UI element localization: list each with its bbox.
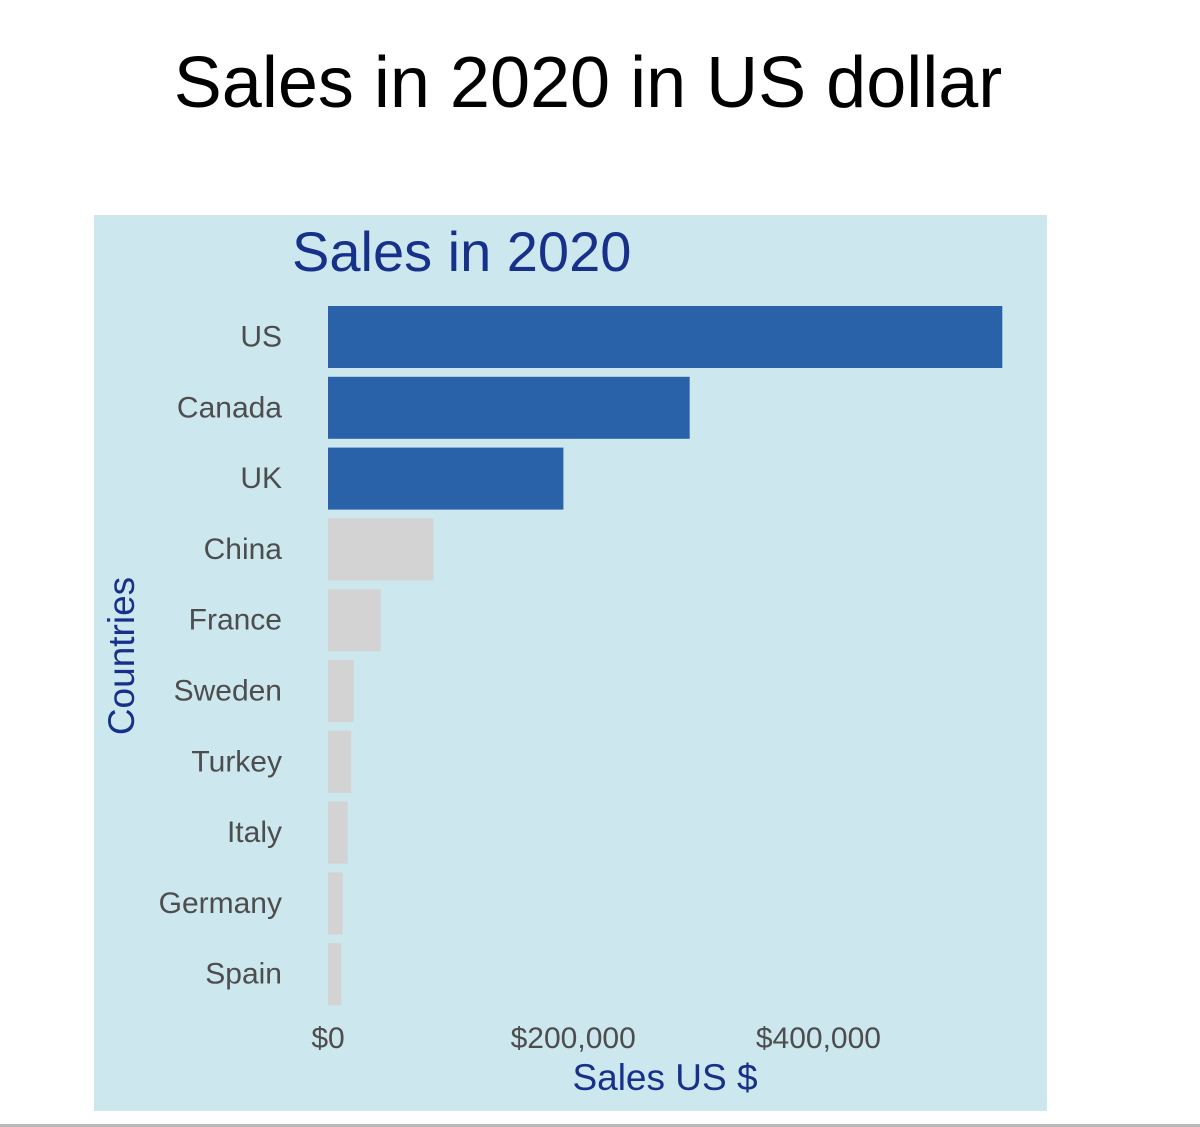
category-label-sweden: Sweden <box>174 675 282 708</box>
bar-france <box>328 589 381 652</box>
chart-title: Sales in 2020 <box>292 220 632 283</box>
category-label-us: US <box>240 321 282 354</box>
x-tick-label-0: $0 <box>311 1022 344 1055</box>
bar-italy <box>328 801 348 864</box>
category-label-china: China <box>204 533 283 566</box>
x-tick-label-2: $400,000 <box>756 1022 881 1055</box>
bars-layer <box>328 306 1003 1006</box>
bar-spain <box>328 943 342 1006</box>
bar-sweden <box>328 660 354 722</box>
bar-us <box>328 306 1003 368</box>
x-axis-title: Sales US $ <box>572 1057 758 1098</box>
category-label-canada: Canada <box>177 391 282 424</box>
page-title: Sales in 2020 in US dollar <box>173 43 1003 123</box>
category-label-turkey: Turkey <box>191 745 282 778</box>
category-label-france: France <box>189 604 282 637</box>
bar-turkey <box>328 730 352 793</box>
category-label-spain: Spain <box>205 958 282 991</box>
category-label-germany: Germany <box>159 887 282 920</box>
category-labels-layer: US Canada UK China France Sweden Turkey Italy Ge… <box>159 321 283 991</box>
bar-canada <box>328 376 690 439</box>
bar-chart-plot: US Canada UK China France Sweden Turkey Italy Ge… <box>159 306 1003 1055</box>
bar-uk <box>328 447 564 510</box>
bar-china <box>328 518 434 581</box>
x-tick-label-1: $200,000 <box>511 1022 636 1055</box>
chart-panel: Sales in 2020 Countries Sales US $ US Can… <box>94 215 1047 1111</box>
category-label-italy: Italy <box>227 816 282 849</box>
x-tick-labels-layer: $0 $200,000 $400,000 <box>311 1022 881 1055</box>
bar-germany <box>328 872 343 935</box>
page-bottom-divider <box>0 1124 1200 1127</box>
category-label-uk: UK <box>240 462 282 495</box>
